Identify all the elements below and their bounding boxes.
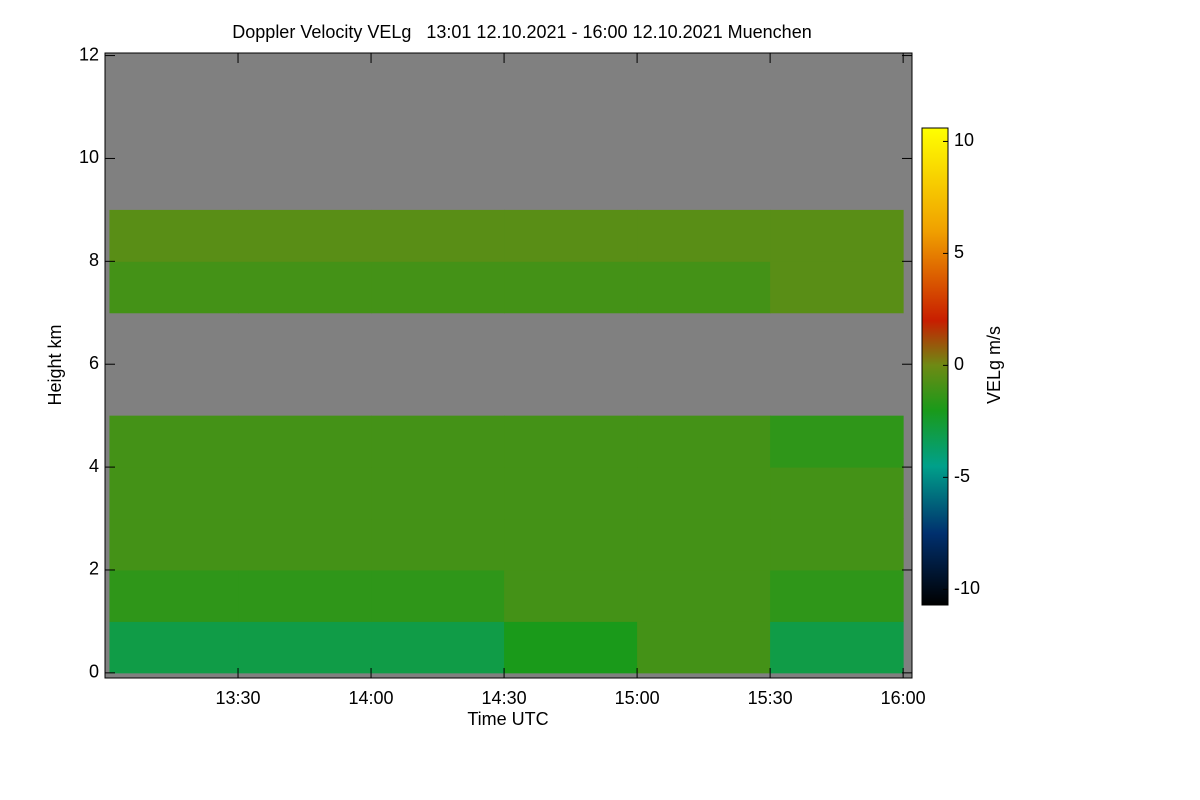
- x-tick-label: 15:30: [748, 688, 793, 708]
- heatmap-cell: [637, 209, 771, 262]
- heatmap-cell: [504, 415, 638, 468]
- plot-frame: [104, 52, 913, 679]
- colorbar: [921, 127, 949, 606]
- heatmap-cell: [770, 415, 904, 468]
- heatmap-cell: [637, 569, 771, 622]
- heatmap-cell: [109, 518, 239, 571]
- y-tick-label: 10: [79, 147, 99, 167]
- x-tick-label: 15:00: [615, 688, 660, 708]
- heatmap-cell: [770, 261, 904, 314]
- heatmap-cell: [770, 467, 904, 520]
- heatmap-cell: [371, 518, 505, 571]
- heatmap-cell: [109, 261, 239, 314]
- x-axis-label: Time UTC: [467, 709, 548, 729]
- colorbar-tick-label: 0: [954, 354, 964, 374]
- heatmap-cell: [238, 261, 372, 314]
- heatmap-cell: [238, 569, 372, 622]
- y-tick-label: 6: [89, 353, 99, 373]
- colorbar-tick-label: 5: [954, 242, 964, 262]
- x-tick-label: 13:30: [216, 688, 261, 708]
- heatmap-cell: [238, 467, 372, 520]
- heatmap-cell: [504, 569, 638, 622]
- y-tick-label: 12: [79, 44, 99, 64]
- heatmap-cell: [109, 415, 239, 468]
- heatmap-cell: [238, 621, 372, 674]
- heatmap-cell: [637, 467, 771, 520]
- x-tick-label: 14:30: [482, 688, 527, 708]
- heatmap-cell: [770, 518, 904, 571]
- heatmap-cell: [770, 209, 904, 262]
- heatmap-cell: [637, 415, 771, 468]
- heatmap-cell: [109, 621, 239, 674]
- x-tick-label: 16:00: [881, 688, 926, 708]
- heatmap-cell: [109, 209, 239, 262]
- colorbar-tick-label: -10: [954, 578, 980, 598]
- colorbar-label: VELg m/s: [984, 326, 1004, 404]
- heatmap-cell: [504, 261, 638, 314]
- heatmap-cell: [371, 621, 505, 674]
- heatmap-cell: [770, 621, 904, 674]
- heatmap-cell: [504, 467, 638, 520]
- y-tick-label: 4: [89, 456, 99, 476]
- y-axis-label: Height km: [45, 324, 65, 405]
- heatmap-cell: [371, 569, 505, 622]
- colorbar-tick-label: -5: [954, 466, 970, 486]
- heatmap-cell: [504, 518, 638, 571]
- heatmap-cell: [371, 415, 505, 468]
- heatmap-cell: [238, 415, 372, 468]
- colorbar-tick-label: 10: [954, 130, 974, 150]
- heatmap-cell: [770, 569, 904, 622]
- heatmap-cell: [371, 261, 505, 314]
- y-tick-label: 8: [89, 250, 99, 270]
- heatmap-cell: [504, 621, 638, 674]
- heatmap-cell: [637, 261, 771, 314]
- heatmap-cell: [109, 467, 239, 520]
- heatmap-cell: [371, 209, 505, 262]
- y-tick-label: 2: [89, 559, 99, 579]
- x-tick-label: 14:00: [349, 688, 394, 708]
- heatmap-cell: [109, 569, 239, 622]
- chart-title: Doppler Velocity VELg 13:01 12.10.2021 -…: [232, 22, 811, 42]
- heatmap-cell: [238, 518, 372, 571]
- heatmap-cell: [371, 467, 505, 520]
- heatmap-cell: [238, 209, 372, 262]
- heatmap-cell: [637, 518, 771, 571]
- y-tick-label: 0: [89, 662, 99, 682]
- heatmap-cell: [637, 621, 771, 674]
- heatmap-cell: [504, 209, 638, 262]
